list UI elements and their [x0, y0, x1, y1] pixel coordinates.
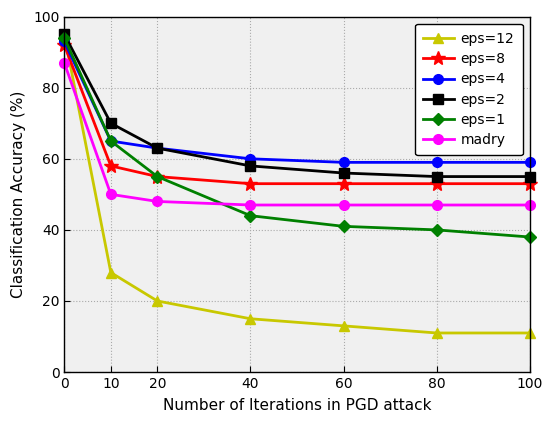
- eps=4: [526, 160, 533, 165]
- eps=2: [61, 32, 68, 37]
- eps=8: [61, 42, 68, 47]
- madry: [61, 60, 68, 65]
- eps=1: [61, 35, 68, 40]
- eps=4: [433, 160, 440, 165]
- Line: eps=12: eps=12: [59, 30, 535, 338]
- eps=8: [154, 174, 161, 179]
- eps=8: [433, 181, 440, 186]
- X-axis label: Number of Iterations in PGD attack: Number of Iterations in PGD attack: [163, 398, 431, 413]
- eps=4: [61, 39, 68, 44]
- Line: eps=2: eps=2: [59, 30, 535, 181]
- Y-axis label: Classification Accuracy (%): Classification Accuracy (%): [11, 91, 26, 298]
- eps=1: [526, 234, 533, 240]
- eps=12: [433, 330, 440, 335]
- madry: [247, 203, 254, 208]
- madry: [433, 203, 440, 208]
- eps=1: [107, 139, 114, 144]
- eps=4: [247, 156, 254, 162]
- madry: [526, 203, 533, 208]
- eps=12: [526, 330, 533, 335]
- Legend: eps=12, eps=8, eps=4, eps=2, eps=1, madry: eps=12, eps=8, eps=4, eps=2, eps=1, madr…: [415, 24, 523, 156]
- eps=8: [340, 181, 347, 186]
- eps=12: [61, 32, 68, 37]
- eps=4: [107, 139, 114, 144]
- Line: eps=8: eps=8: [58, 38, 537, 191]
- eps=12: [154, 298, 161, 304]
- madry: [107, 192, 114, 197]
- eps=8: [107, 163, 114, 168]
- Line: eps=4: eps=4: [59, 36, 535, 167]
- eps=1: [154, 174, 161, 179]
- eps=4: [340, 160, 347, 165]
- eps=2: [247, 163, 254, 168]
- eps=2: [340, 170, 347, 176]
- eps=2: [107, 121, 114, 126]
- eps=2: [433, 174, 440, 179]
- eps=1: [340, 224, 347, 229]
- Line: madry: madry: [59, 58, 535, 210]
- eps=2: [154, 145, 161, 151]
- eps=8: [526, 181, 533, 186]
- eps=8: [247, 181, 254, 186]
- eps=4: [154, 145, 161, 151]
- eps=2: [526, 174, 533, 179]
- eps=12: [340, 324, 347, 329]
- eps=12: [247, 316, 254, 321]
- Line: eps=1: eps=1: [60, 34, 534, 241]
- eps=1: [433, 227, 440, 232]
- madry: [340, 203, 347, 208]
- eps=12: [107, 270, 114, 275]
- eps=1: [247, 213, 254, 218]
- madry: [154, 199, 161, 204]
